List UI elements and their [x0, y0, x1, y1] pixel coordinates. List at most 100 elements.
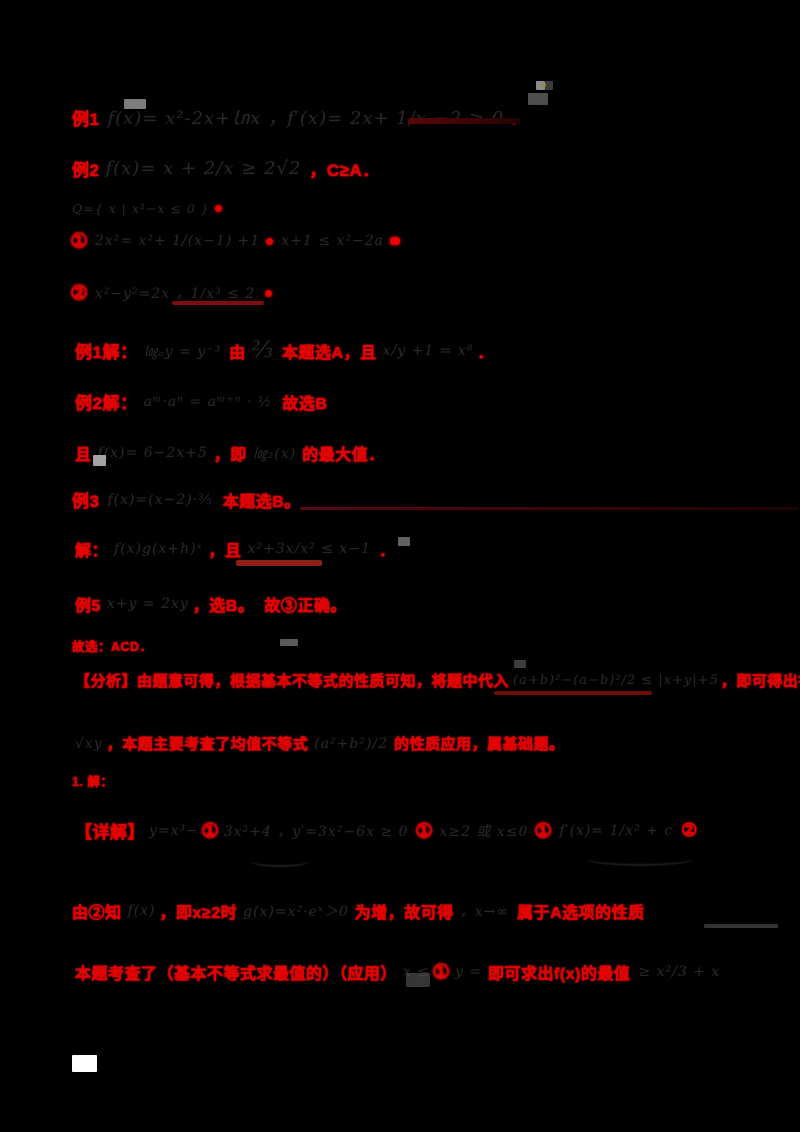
solution-row-9: 例3 f(x)=(x−2)·⅗ 本题选B。 — [72, 487, 301, 512]
exam-note-text: 即可求出f(x)的最值 — [488, 966, 631, 983]
solution-row-8: 且 f(x)= 6−2x+5 ，即 ㏒₂(x) 的最大值． — [75, 441, 385, 465]
exam-note-row: 本题考查了（基本不等式求最值的）（应用） x ≤ ① y = 即可求出f(x)的… — [75, 960, 720, 984]
red-dot — [266, 237, 274, 245]
circled-number-2: ② — [70, 283, 89, 305]
handwriting-formula: x+y = 2xy — [106, 596, 189, 612]
circled-number-1: ① — [432, 962, 451, 984]
handwriting-stroke — [585, 850, 695, 866]
problem-label: 例5 — [75, 598, 101, 615]
reasoning-text: 属于A选项的性质 — [517, 905, 645, 922]
red-dot — [265, 289, 273, 297]
red-char: 由 — [229, 344, 246, 362]
problem-label: 例1 — [72, 109, 100, 129]
red-text: ，且 — [208, 543, 242, 560]
ink-smudge — [280, 639, 298, 646]
problem-label: 例2解： — [75, 394, 138, 413]
handwriting-formula: y=x³− — [149, 822, 199, 839]
handwriting-formula: g(x)=x²·eˣ＞0 — [243, 904, 349, 920]
detail-solution-row: 【详解】 y=x³− ① 3x²+4 ，y′=3x²−6x ≥ 0 ① x≥2 … — [75, 818, 698, 843]
solution-row-6: 例1解： ㏒ₐy = y⁻³ 由 ⅔ 本题选A，且 x/y +1 = x⁸ ． — [75, 338, 494, 363]
detail-label: 【详解】 — [75, 823, 145, 842]
red-char: 且 — [75, 447, 92, 464]
handwriting-formula: ，x→∞ — [459, 904, 510, 920]
handwriting-formula: Q={ x | x²−x ≤ 0 } — [72, 201, 210, 216]
solution-row-2: 例2 f(x)= x + 2/x ≥ 2√2 ，C≥A． — [72, 156, 380, 181]
red-underline — [408, 118, 520, 124]
red-text: ，即 — [213, 447, 247, 464]
handwriting-formula: f′(x)= 1/x² + c — [559, 822, 674, 839]
dark-red-underline — [494, 691, 652, 695]
answer-text: 故③正确。 — [264, 598, 347, 615]
handwriting-formula: x/y +1 = x⁸ — [382, 342, 474, 359]
handwriting-fraction: (a²+b²)/2 — [314, 735, 389, 752]
handwriting-stroke — [250, 855, 310, 867]
answer-text: 故选B — [282, 395, 328, 413]
handwriting-formula: 2x²= x²+ 1/(x−1) +1 — [94, 233, 261, 249]
comment-text: 的性质应用，属基础题。 — [394, 736, 565, 753]
handwriting-formula: √xy — [75, 735, 103, 752]
handwriting-row: Q={ x | x²−x ≤ 0 } — [72, 201, 222, 216]
circled-number-1: ① — [414, 820, 434, 842]
handwriting-formula: f(x)g(x+h)ˣ — [114, 541, 203, 557]
handwriting-formula: f(x) — [127, 903, 156, 919]
reasoning-text: 为增，故可得 — [354, 905, 454, 922]
answer-text: 本题选A，且 — [282, 344, 377, 362]
circled-number-2: ② — [681, 820, 698, 840]
red-period: ． — [477, 344, 494, 362]
solution-row-7: 例2解： aᵐ·aⁿ = aᵐ⁺ⁿ · ½ 故选B — [75, 389, 327, 414]
handwriting-formula: f(x)=(x−2)·⅗ — [107, 491, 213, 508]
handwriting-formula: x²−y²=2x ，1/x³ ≤ 2 — [94, 286, 256, 302]
reasoning-text: 由②知 — [72, 905, 122, 922]
solution-row-4: ① 2x²= x²+ 1/(x−1) +1 x+1 ≤ x²−2a — [70, 231, 400, 253]
comment-text: ，本题主要考查了均值不等式 — [106, 736, 309, 753]
handwriting-formula: f(x)= 6−2x+5 — [97, 445, 208, 461]
handwriting-fraction: ⅔ — [251, 338, 275, 363]
item-number-row: 1. 解： — [72, 771, 113, 790]
red-period: ． — [378, 543, 396, 560]
handwriting-formula: f(x)= x²-2x+㏑x ，f′(x)= 2x+ 1/x −2 ≥ 0 — [107, 108, 505, 129]
handwriting-formula: y = — [454, 964, 483, 980]
handwriting-formula: f(x)= x + 2/x ≥ 2√2 — [105, 158, 302, 179]
handwriting-formula: (a+b)²−(a−b)²/2 ≤ |x+y|+5 — [513, 673, 719, 688]
dark-red-line — [300, 507, 798, 510]
handwriting-formula: ≥ x²/3 + x — [638, 964, 721, 980]
red-dot — [389, 237, 400, 245]
solution-row-11: 例5 x+y = 2xy ，选B。 故③正确。 — [75, 592, 347, 616]
red-period: ． — [510, 105, 527, 129]
circled-number-1: ① — [70, 231, 89, 253]
ink-mark-dark — [545, 81, 553, 90]
answer-text: ，选B。 — [192, 598, 255, 615]
problem-label: 例3 — [72, 492, 100, 511]
solution-row-1: 例1 f(x)= x²-2x+㏑x ，f′(x)= 2x+ 1/x −2 ≥ 0… — [72, 104, 527, 130]
handwriting-formula: x≥2 或 x≤0 — [439, 823, 529, 840]
thick-dark-red-underline — [236, 560, 322, 566]
circled-number-1: ① — [201, 820, 220, 842]
handwriting-formula: aᵐ·aⁿ = aᵐ⁺ⁿ · ½ — [143, 393, 273, 410]
problem-label: 例1解： — [75, 343, 138, 362]
ink-smudge — [704, 924, 778, 928]
analysis-text: 【分析】由题意可得，根据基本不等式的性质可知，将题中代入 — [75, 673, 510, 690]
comment-row: √xy ，本题主要考查了均值不等式 (a²+b²)/2 的性质应用，属基础题。 — [75, 733, 565, 754]
handwriting-formula: x+1 ≤ x²−2a — [281, 233, 384, 249]
answer-text: 本题选B。 — [222, 493, 301, 511]
ink-smudge — [398, 537, 410, 546]
exam-note-text: 本题考查了（基本不等式求最值的）（应用） — [75, 966, 398, 983]
ink-smudge — [406, 973, 430, 987]
solution-row-5: ② x²−y²=2x ，1/x³ ≤ 2 — [70, 283, 273, 305]
answer-text: ，C≥A． — [309, 161, 380, 180]
ink-smudge — [124, 99, 146, 109]
answer-choice-row: 故选：ACD． — [72, 636, 153, 655]
problem-label: 例2 — [72, 161, 100, 180]
item-number: 1. 解： — [72, 775, 114, 789]
ink-smudge — [514, 660, 526, 668]
solution-row-10: 解： f(x)g(x+h)ˣ ，且 x²+3x/x² ≤ x−1 ． — [75, 537, 395, 561]
ink-smudge — [93, 455, 106, 466]
ink-mark-gray — [536, 81, 545, 90]
ink-mark-yellow-dot — [542, 83, 546, 87]
white-box — [72, 1055, 97, 1072]
ink-smudge — [528, 93, 548, 105]
circled-number-1: ① — [534, 820, 554, 842]
reasoning-text: ，即x≥2时 — [159, 905, 238, 922]
handwriting-formula: 3x²+4 ，y′=3x²−6x ≥ 0 — [223, 823, 409, 840]
